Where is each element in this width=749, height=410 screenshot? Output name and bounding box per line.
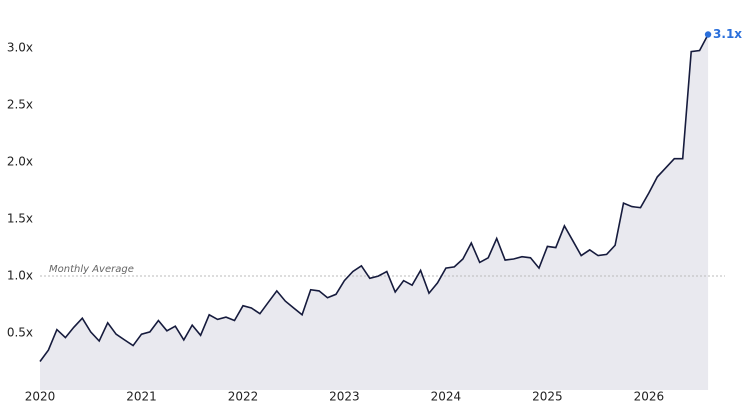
y-tick-label: 2.0x (7, 155, 33, 169)
line (39, 34, 709, 362)
y-tick-label: 1.0x (7, 269, 33, 283)
x-tick-label: 2025 (532, 390, 563, 404)
x-tick-label: 2020 (25, 390, 56, 404)
y-tick-label: 2.5x (7, 98, 33, 112)
end-point (704, 31, 712, 38)
x-tick-label: 2021 (126, 390, 157, 404)
value-label: 3.1x (713, 27, 742, 41)
y-tick-label: 3.0x (7, 41, 33, 55)
x-tick-label: 2023 (329, 390, 360, 404)
x-tick-label: 2022 (228, 390, 259, 404)
reference-label: Monthly Average (49, 264, 134, 275)
area (40, 34, 709, 390)
x-tick-label: 2026 (634, 390, 665, 404)
y-tick-label: 0.5x (7, 326, 33, 340)
x-tick-label: 2024 (431, 390, 462, 404)
y-tick-label: 1.5x (7, 212, 33, 226)
